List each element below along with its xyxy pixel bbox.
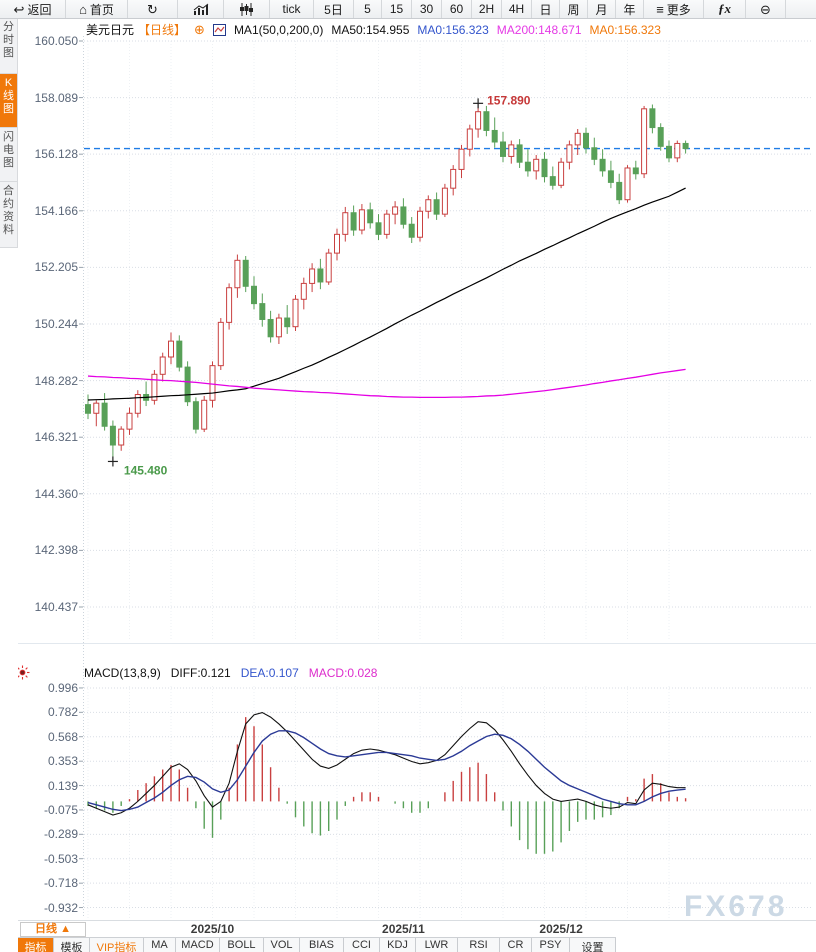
toolbar-m15-label: 15	[389, 2, 404, 16]
macd-value: MACD:0.028	[308, 666, 378, 680]
ma200-value: MA200:148.671	[496, 22, 582, 37]
menu-icon: ≡	[656, 1, 664, 17]
bar-chart-icon	[193, 3, 208, 15]
toolbar-chart-line[interactable]	[178, 0, 224, 18]
sidebar-tab-lightning[interactable]: 闪电图	[0, 128, 18, 182]
toolbar-more-label: 更多	[666, 2, 691, 17]
low-annotation: 145.480	[124, 463, 168, 477]
toolbar-month-label: 月	[595, 2, 608, 17]
indicator-tab-settings[interactable]: 设置	[570, 938, 616, 952]
ma0-orange-value: MA0:156.323	[589, 22, 661, 37]
toolbar-back-label: 返回	[27, 2, 52, 17]
period-selector[interactable]: 日线 ▲	[20, 922, 86, 937]
toolbar-year-label: 年	[623, 2, 636, 17]
toolbar-back[interactable]: ↩ 返回	[0, 0, 66, 18]
sidebar: 分时图 K线图 闪电图 合约资料	[0, 18, 18, 950]
toolbar-tick-label: tick	[282, 2, 301, 16]
candlestick-icon	[240, 2, 253, 16]
toolbar-zoom-out[interactable]: ⊖	[746, 0, 786, 18]
toolbar-home-label: 首页	[89, 2, 114, 17]
sidebar-tab-kline[interactable]: K线图	[0, 74, 18, 128]
back-arrow-icon: ↩	[13, 1, 25, 17]
high-annotation: 157.890	[487, 93, 531, 107]
toolbar-refresh[interactable]: ↻	[128, 0, 178, 18]
ma0-blue-value: MA0:156.323	[417, 22, 489, 37]
chart-header: 美元日元 【日线】 ⊕ MA1(50,0,200,0) MA50:154.955…	[86, 21, 661, 38]
indicator-tab-macd[interactable]: MACD	[176, 938, 220, 952]
macd-header: MACD(13,8,9) DIFF:0.121 DEA:0.107 MACD:0…	[84, 666, 377, 680]
toolbar-home[interactable]: ⌂ 首页	[66, 0, 128, 18]
indicator-tab-kdj[interactable]: KDJ	[380, 938, 416, 952]
indicator-tab-rsi[interactable]: RSI	[458, 938, 500, 952]
toolbar-m60-label: 60	[449, 2, 464, 16]
toolbar-5d-label: 5日	[324, 2, 343, 17]
toolbar-m60[interactable]: 60	[442, 0, 472, 18]
toolbar-year[interactable]: 年	[616, 0, 644, 18]
sidebar-tab-time-share[interactable]: 分时图	[0, 18, 18, 74]
indicator-tab-vip-indicators[interactable]: VIP指标	[90, 938, 144, 952]
toolbar-m15[interactable]: 15	[382, 0, 412, 18]
toolbar-week[interactable]: 周	[560, 0, 588, 18]
indicator-tab-boll[interactable]: BOLL	[220, 938, 264, 952]
toolbar-h4[interactable]: 4H	[502, 0, 532, 18]
indicator-tab-vol[interactable]: VOL	[264, 938, 300, 952]
add-indicator-icon[interactable]: ⊕	[194, 21, 205, 37]
indicator-tab-bias[interactable]: BIAS	[300, 938, 344, 952]
toolbar-m5-label: 5	[364, 2, 371, 16]
toolbar-m30-label: 30	[419, 2, 434, 16]
indicator-tab-psy[interactable]: PSY	[532, 938, 570, 952]
toolbar-fx-functions[interactable]: ƒx	[704, 0, 746, 18]
toolbar: ↩ 返回 ⌂ 首页 ↻ tick 5日 5 15 30 60 2H 4H 日周月年 ≡ 更多 ƒx ⊖	[0, 0, 816, 19]
toolbar-tick[interactable]: tick	[270, 0, 314, 18]
toolbar-more[interactable]: ≡ 更多	[644, 0, 704, 18]
zoom-out-icon: ⊖	[760, 1, 771, 17]
toolbar-day-label: 日	[539, 2, 552, 17]
indicator-tab-cci[interactable]: CCI	[344, 938, 380, 952]
macd-dea-value: DEA:0.107	[240, 666, 299, 680]
fx-icon: ƒx	[718, 1, 731, 16]
toolbar-m30[interactable]: 30	[412, 0, 442, 18]
toolbar-5d[interactable]: 5日	[314, 0, 354, 18]
ma50-value: MA50:154.955	[331, 22, 410, 37]
watermark: FX678	[684, 890, 788, 923]
toolbar-h4-label: 4H	[508, 2, 525, 16]
home-icon: ⌂	[79, 1, 87, 17]
macd-params: MACD(13,8,9)	[84, 666, 161, 680]
toolbar-h2-label: 2H	[478, 2, 495, 16]
period-label: 【日线】	[138, 23, 187, 37]
symbol-name: 美元日元	[86, 23, 135, 37]
indicator-tab-indicators[interactable]: 指标	[18, 938, 54, 952]
indicator-tab-templates[interactable]: 模板	[54, 938, 90, 952]
toolbar-chart-candle[interactable]	[224, 0, 270, 18]
indicator-tabs: 指标 模板 VIP指标 MA MACD BOLL VOL BIAS CCI KDJ LWR RSI CR…	[18, 937, 616, 952]
xaxis-strip	[0, 920, 816, 938]
toolbar-week-label: 周	[567, 2, 580, 17]
indicator-tab-cr[interactable]: CR	[500, 938, 532, 952]
refresh-icon: ↻	[147, 1, 158, 17]
toolbar-m5[interactable]: 5	[354, 0, 382, 18]
toolbar-month[interactable]: 月	[588, 0, 616, 18]
toolbar-day[interactable]: 日	[532, 0, 560, 18]
indicator-tab-lwr[interactable]: LWR	[416, 938, 458, 952]
toolbar-h2[interactable]: 2H	[472, 0, 502, 18]
macd-diff-value: DIFF:0.121	[170, 666, 231, 680]
indicator-tab-ma[interactable]: MA	[144, 938, 176, 952]
mini-chart-icon	[212, 23, 226, 36]
sidebar-tab-contract-info[interactable]: 合约资料	[0, 182, 18, 248]
ma-params: MA1(50,0,200,0)	[233, 22, 324, 37]
